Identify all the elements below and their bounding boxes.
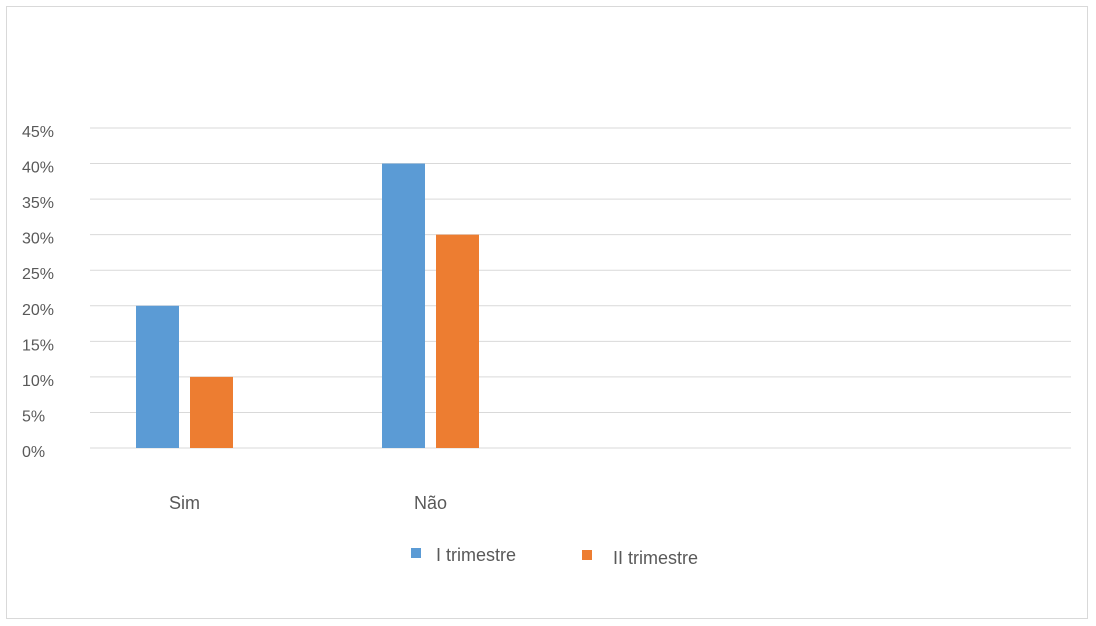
bar-não-series-2 — [436, 234, 479, 448]
y-tick-label: 25% — [22, 266, 54, 283]
y-tick-label: 20% — [22, 302, 54, 319]
legend-swatch — [582, 550, 592, 560]
y-axis-ticks: 0% 5% 10% 15% 20% 25% 30% 35% 40% 45% — [22, 124, 54, 461]
y-tick-label: 15% — [22, 337, 54, 354]
y-tick-label: 35% — [22, 195, 54, 212]
x-category-label: Sim — [169, 493, 200, 513]
y-tick-label: 10% — [22, 373, 54, 390]
legend-swatch — [411, 548, 421, 558]
y-tick-label: 45% — [22, 124, 54, 141]
legend: I trimestre II trimestre — [411, 545, 698, 568]
bar-sim-series-1 — [136, 305, 179, 448]
legend-label: II trimestre — [613, 548, 698, 568]
y-tick-label: 0% — [22, 444, 45, 461]
bar-sim-series-2 — [190, 376, 233, 448]
legend-label: I trimestre — [436, 545, 516, 565]
bar-não-series-1 — [382, 163, 425, 449]
gridlines — [90, 127, 1071, 449]
bars — [136, 163, 479, 449]
chart-frame — [6, 6, 1088, 619]
x-axis-categories: Sim Não — [169, 493, 447, 513]
y-tick-label: 30% — [22, 231, 54, 248]
y-tick-label: 5% — [22, 408, 45, 425]
x-category-label: Não — [414, 493, 447, 513]
y-tick-label: 40% — [22, 160, 54, 177]
